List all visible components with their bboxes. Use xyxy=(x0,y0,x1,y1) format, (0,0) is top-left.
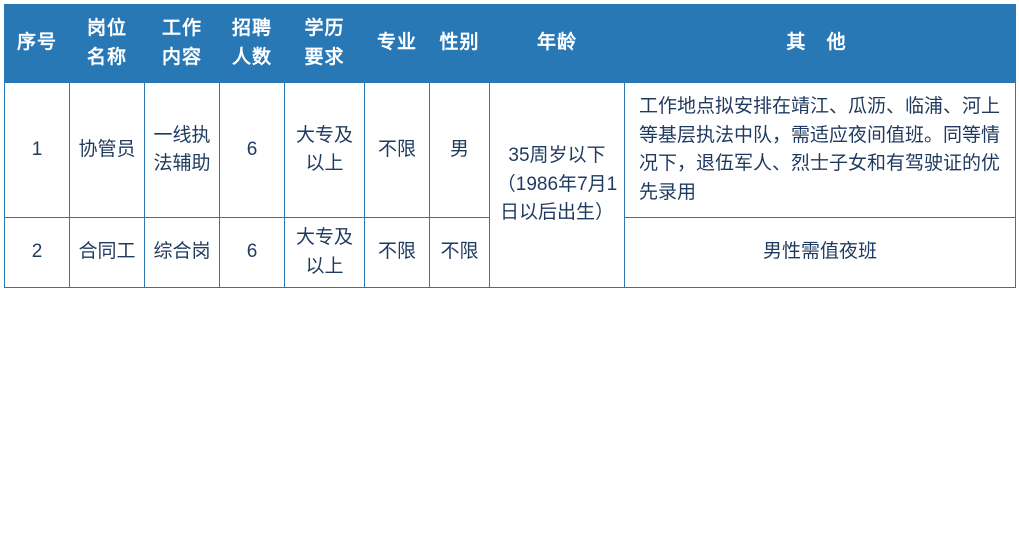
cell-count: 6 xyxy=(220,218,285,288)
table-row: 1 协管员 一线执法辅助 6 大专及以上 不限 男 35周岁以下（1986年7月… xyxy=(5,83,1016,218)
cell-edu: 大专及以上 xyxy=(285,83,365,218)
cell-edu: 大专及以上 xyxy=(285,218,365,288)
col-header-content: 工作内容 xyxy=(145,5,220,83)
col-header-seq: 序号 xyxy=(5,5,70,83)
col-header-age: 年龄 xyxy=(490,5,625,83)
col-header-edu: 学历要求 xyxy=(285,5,365,83)
cell-content: 一线执法辅助 xyxy=(145,83,220,218)
col-header-gender: 性别 xyxy=(430,5,490,83)
col-header-count: 招聘人数 xyxy=(220,5,285,83)
cell-position: 合同工 xyxy=(70,218,145,288)
cell-age-merged: 35周岁以下（1986年7月1日以后出生） xyxy=(490,83,625,288)
recruitment-table: 序号 岗位名称 工作内容 招聘人数 学历要求 专业 性别 年龄 其 他 1 协管… xyxy=(4,4,1016,288)
cell-content: 综合岗 xyxy=(145,218,220,288)
col-header-position: 岗位名称 xyxy=(70,5,145,83)
cell-other: 男性需值夜班 xyxy=(625,218,1016,288)
cell-seq: 1 xyxy=(5,83,70,218)
table-header-row: 序号 岗位名称 工作内容 招聘人数 学历要求 专业 性别 年龄 其 他 xyxy=(5,5,1016,83)
col-header-major: 专业 xyxy=(365,5,430,83)
cell-position: 协管员 xyxy=(70,83,145,218)
cell-seq: 2 xyxy=(5,218,70,288)
cell-gender: 男 xyxy=(430,83,490,218)
cell-major: 不限 xyxy=(365,83,430,218)
cell-gender: 不限 xyxy=(430,218,490,288)
col-header-other: 其 他 xyxy=(625,5,1016,83)
cell-other: 工作地点拟安排在靖江、瓜沥、临浦、河上等基层执法中队，需适应夜间值班。同等情况下… xyxy=(625,83,1016,218)
cell-major: 不限 xyxy=(365,218,430,288)
cell-count: 6 xyxy=(220,83,285,218)
